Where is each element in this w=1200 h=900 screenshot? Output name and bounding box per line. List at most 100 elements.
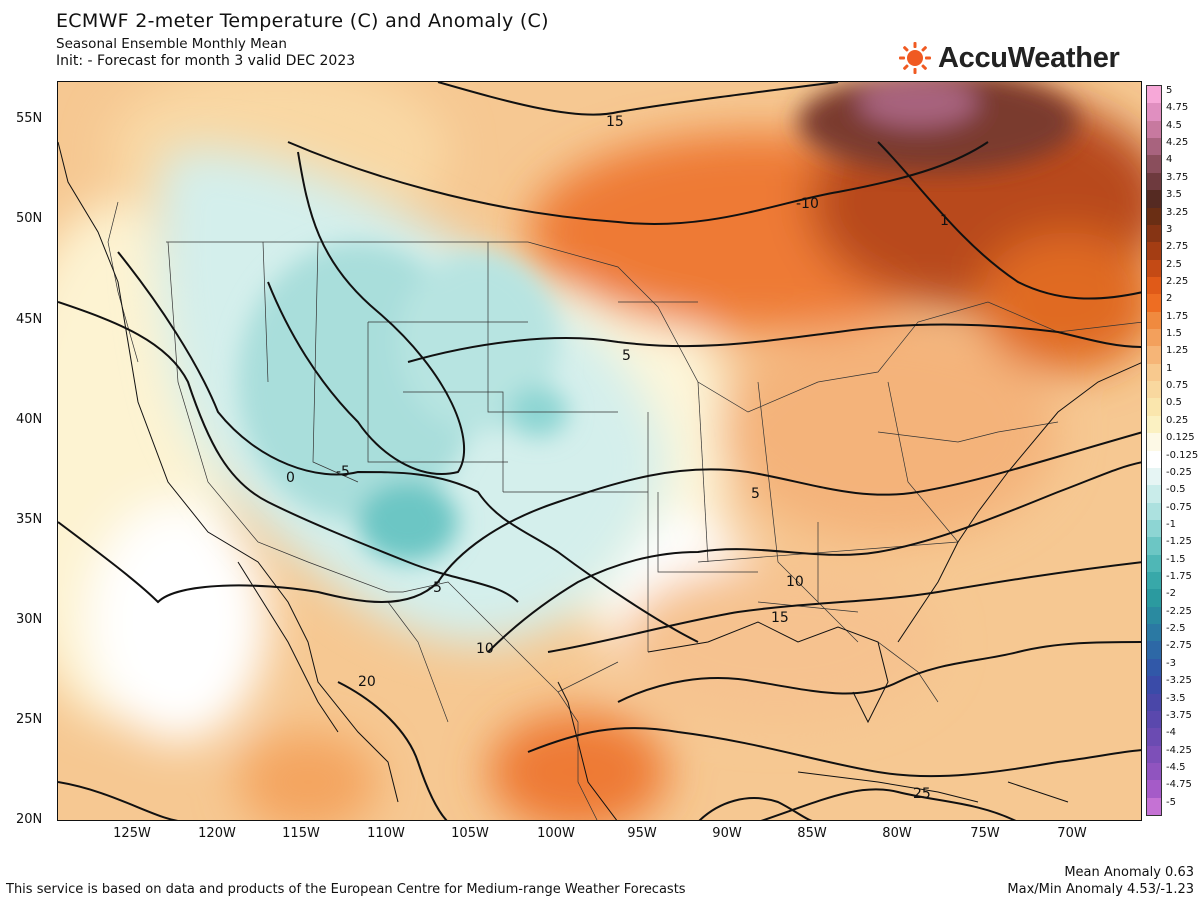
- colorbar-label: -5: [1166, 796, 1176, 808]
- colorbar-label: 2: [1166, 293, 1173, 305]
- colorbar-segment: [1147, 485, 1161, 504]
- brand-name: AccuWeather: [938, 41, 1120, 74]
- lon-label: 90W: [712, 826, 742, 841]
- colorbar-label: 5: [1166, 85, 1173, 96]
- contour-label: 1: [940, 213, 949, 229]
- lat-label: 50N: [16, 211, 43, 226]
- contour-label: 5: [622, 348, 631, 364]
- contour-label: 10: [476, 641, 494, 657]
- colorbar-label: -1.25: [1166, 536, 1192, 548]
- colorbar-segment: [1147, 415, 1161, 434]
- contour-label: 0: [286, 470, 295, 486]
- colorbar-segment: [1147, 207, 1161, 226]
- colorbar-label: -1.5: [1166, 553, 1186, 565]
- lat-label: 25N: [16, 712, 43, 727]
- colorbar-label: -4: [1166, 727, 1176, 739]
- colorbar-label: -4.75: [1166, 779, 1192, 791]
- colorbar-label: -3.75: [1166, 709, 1192, 721]
- colorbar-segment: [1147, 311, 1161, 330]
- colorbar-segment: [1147, 86, 1161, 104]
- coastlines: [58, 141, 1141, 820]
- colorbar-segment: [1147, 641, 1161, 660]
- lon-label: 100W: [537, 826, 575, 841]
- lon-label: 75W: [970, 826, 1000, 841]
- colorbar-label: 2.25: [1166, 275, 1189, 287]
- colorbar-label: -2.75: [1166, 640, 1192, 652]
- contour-label: 15: [606, 114, 624, 130]
- map-canvas: 15 -10 -5 5 0 -5 5 10 15 10 20 25 1: [58, 82, 1141, 820]
- colorbar-label: 3: [1166, 223, 1173, 235]
- colorbar-segment: [1147, 537, 1161, 556]
- lon-label: 70W: [1057, 826, 1087, 841]
- colorbar-label: 1.25: [1166, 345, 1189, 357]
- colorbar-label: 4.75: [1166, 102, 1189, 114]
- colorbar-label: 3.75: [1166, 171, 1189, 183]
- colorbar-segment: [1147, 346, 1161, 365]
- lon-label: 115W: [282, 826, 320, 841]
- colorbar-label: -4.5: [1166, 761, 1186, 773]
- contour-label: 20: [358, 674, 376, 690]
- colorbar-label: 4: [1166, 154, 1173, 166]
- anomaly-colorbar: [1146, 85, 1162, 816]
- colorbar-segment: [1147, 467, 1161, 486]
- colorbar-segment: [1147, 172, 1161, 191]
- colorbar-label: -0.25: [1166, 466, 1192, 478]
- sun-icon: [899, 42, 931, 74]
- colorbar-segment: [1147, 398, 1161, 417]
- colorbar-label: 0.75: [1166, 380, 1189, 392]
- contour-label: 10: [786, 574, 804, 590]
- contour-label: -5: [428, 580, 442, 596]
- map-title: ECMWF 2-meter Temperature (C) and Anomal…: [56, 10, 549, 32]
- colorbar-segment: [1147, 190, 1161, 208]
- lon-label: 105W: [451, 826, 489, 841]
- colorbar-segment: [1147, 624, 1161, 642]
- colorbar-label: -3: [1166, 657, 1176, 669]
- colorbar-segment: [1147, 103, 1161, 122]
- lon-label: 125W: [113, 826, 151, 841]
- colorbar-segment: [1147, 120, 1161, 139]
- colorbar-segment: [1147, 572, 1161, 590]
- lon-label: 120W: [198, 826, 236, 841]
- colorbar-label: -0.75: [1166, 501, 1192, 513]
- colorbar-segment: [1147, 676, 1161, 694]
- lon-label: 110W: [367, 826, 405, 841]
- colorbar-segment: [1147, 294, 1161, 313]
- colorbar-segment: [1147, 329, 1161, 347]
- temperature-contours: [58, 82, 1141, 820]
- contour-label: 25: [913, 786, 931, 802]
- lon-label: 95W: [627, 826, 657, 841]
- colorbar-label: -3.25: [1166, 675, 1192, 687]
- colorbar-segment: [1147, 554, 1161, 573]
- temperature-anomaly-map: 15 -10 -5 5 0 -5 5 10 15 10 20 25 1: [57, 81, 1142, 821]
- colorbar-segment: [1147, 762, 1161, 781]
- colorbar-segment: [1147, 502, 1161, 521]
- colorbar-label: 0.125: [1166, 432, 1195, 444]
- forecast-init-line: Init: - Forecast for month 3 valid DEC 2…: [56, 53, 356, 69]
- colorbar-segment: [1147, 780, 1161, 799]
- colorbar-label: 3.5: [1166, 189, 1182, 201]
- contour-label: -10: [796, 196, 819, 212]
- colorbar-label: -1.75: [1166, 571, 1192, 582]
- contour-label: -5: [336, 464, 350, 480]
- colorbar-label: 4.25: [1166, 137, 1189, 149]
- anomaly-shading: [58, 82, 1141, 820]
- contour-label: 5: [751, 486, 760, 502]
- colorbar-label: -4.25: [1166, 744, 1192, 756]
- colorbar-segment: [1147, 276, 1161, 295]
- attribution-text: This service is based on data and produc…: [6, 882, 686, 897]
- lat-label: 40N: [16, 412, 43, 427]
- lon-label: 85W: [797, 826, 827, 841]
- colorbar-label: 2.5: [1166, 258, 1182, 270]
- lon-label: 80W: [882, 826, 912, 841]
- colorbar-label: 1.75: [1166, 310, 1189, 322]
- colorbar-segment: [1147, 138, 1161, 156]
- colorbar-segment: [1147, 606, 1161, 625]
- colorbar-segment: [1147, 450, 1161, 469]
- colorbar-label: 4.5: [1166, 119, 1182, 131]
- colorbar-label: -2.5: [1166, 623, 1186, 635]
- lat-label: 30N: [16, 612, 43, 627]
- colorbar-segment: [1147, 797, 1161, 816]
- lat-label: 55N: [16, 111, 43, 126]
- colorbar-label: -3.5: [1166, 692, 1186, 704]
- colorbar-segment: [1147, 710, 1161, 729]
